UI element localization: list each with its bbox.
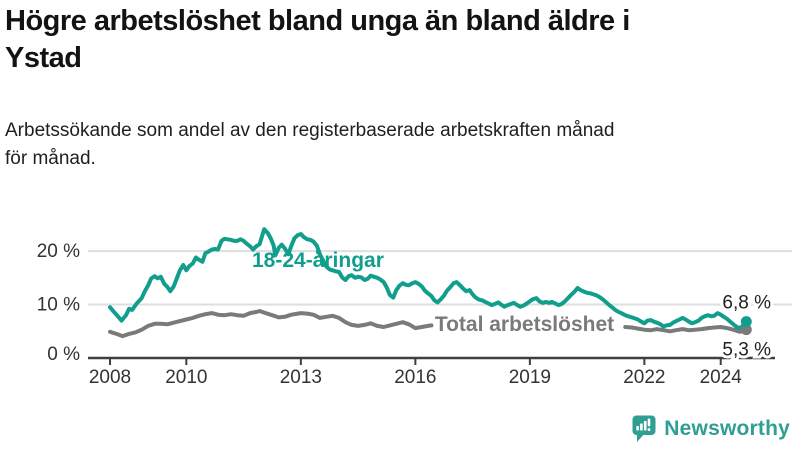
chart-title-line-1: Högre arbetslöshet bland unga än bland ä… — [5, 5, 630, 37]
logo-wordmark: Newsworthy — [664, 417, 790, 440]
x-axis-label-2016: 2016 — [394, 367, 436, 388]
y-axis-label-10: 10 % — [37, 295, 80, 316]
newsworthy-logo[interactable]: Newsworthy — [632, 415, 790, 443]
chart-title: Högre arbetslöshet bland unga än bland ä… — [5, 3, 785, 77]
series-end-dot-1 — [740, 316, 752, 328]
chart-subtitle-line-2: för månad. — [5, 148, 96, 169]
chart-subtitle: Arbetssökande som andel av den registerb… — [5, 117, 775, 173]
x-axis-label-2010: 2010 — [165, 367, 207, 388]
chart-title-line-2: Ystad — [5, 42, 82, 74]
series-inline-label-1: 18-24-åringar — [252, 249, 384, 272]
x-axis-label-2024: 2024 — [700, 367, 743, 388]
series-end-dot-0 — [740, 324, 752, 336]
x-axis-label-2022: 2022 — [623, 367, 665, 388]
series-end-value-label-1: 6,8 % — [722, 293, 771, 314]
series-inline-label-0: Total arbetslöshet — [435, 313, 614, 336]
x-axis-label-2019: 2019 — [509, 367, 551, 388]
series-end-value-label-0: 5,3 % — [722, 340, 771, 361]
x-axis-label-2013: 2013 — [280, 367, 322, 388]
series-line-1-segment-0 — [108, 227, 749, 331]
series-line-0-segment-0 — [108, 309, 434, 339]
y-axis-label-20: 20 % — [37, 241, 80, 262]
y-axis-label-0: 0 % — [47, 344, 80, 365]
x-axis-label-2008: 2008 — [89, 367, 131, 388]
speech-bubble-bar-chart-icon — [632, 415, 656, 442]
series-line-0-segment-1 — [623, 325, 749, 334]
chart-subtitle-line-1: Arbetssökande som andel av den registerb… — [5, 120, 615, 141]
